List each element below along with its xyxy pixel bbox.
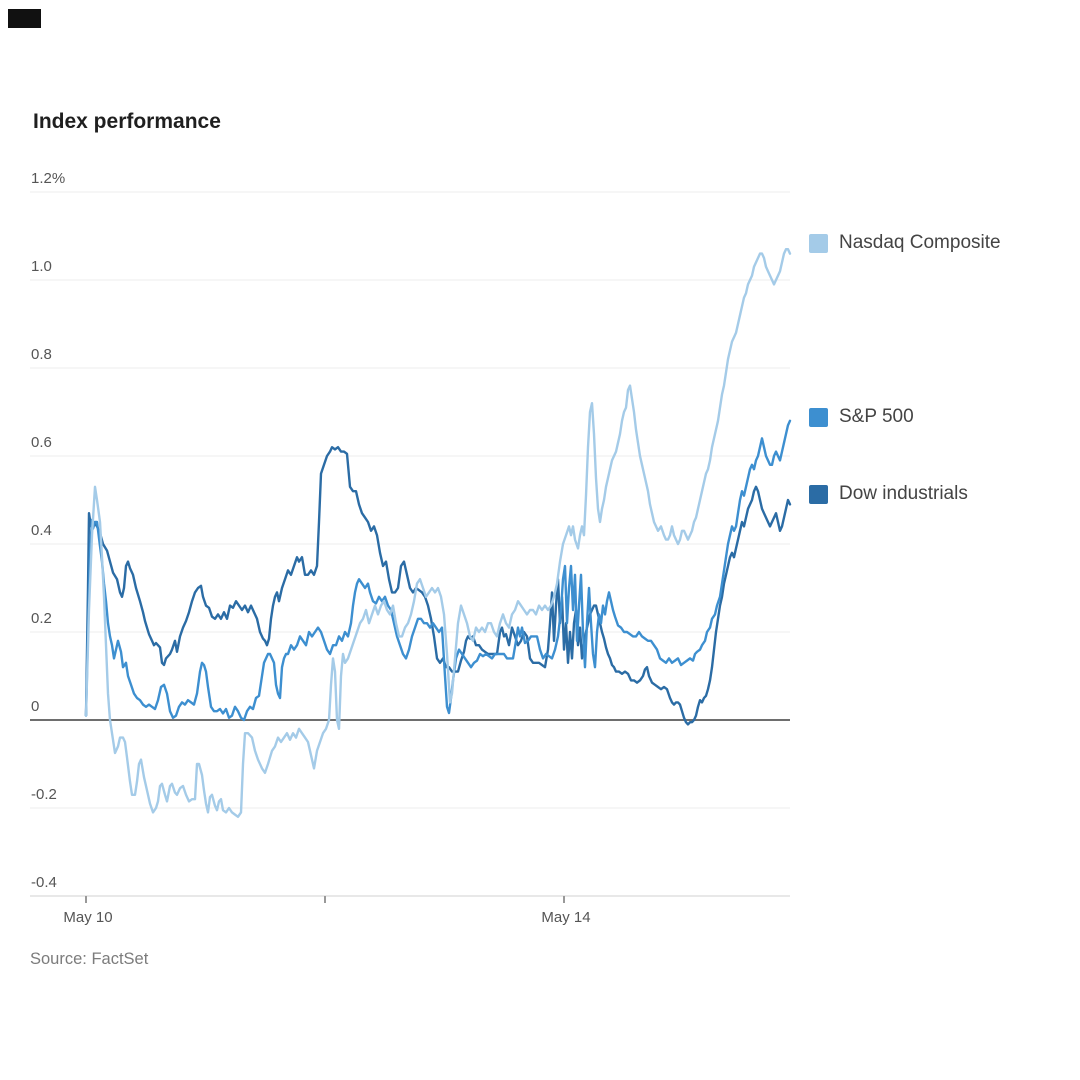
svg-text:0.2: 0.2 (31, 610, 52, 627)
source-note: Source: FactSet (30, 950, 149, 968)
chart-title: Index performance (33, 110, 221, 133)
series-line-dow-industrials (84, 446, 792, 726)
svg-text:May 14: May 14 (541, 909, 590, 926)
svg-text:1.0: 1.0 (31, 258, 52, 275)
svg-text:0: 0 (31, 698, 39, 715)
series-line-nasdaq-composite (84, 247, 792, 818)
svg-text:May 10: May 10 (63, 909, 112, 926)
svg-text:0.8: 0.8 (31, 346, 52, 363)
masthead-fragment (8, 9, 41, 28)
series-line-s-p-500 (84, 419, 792, 722)
svg-text:1.2%: 1.2% (31, 170, 65, 187)
svg-text:0.4: 0.4 (31, 522, 52, 539)
svg-text:-0.4: -0.4 (31, 874, 57, 891)
svg-text:-0.2: -0.2 (31, 786, 57, 803)
svg-text:0.6: 0.6 (31, 434, 52, 451)
